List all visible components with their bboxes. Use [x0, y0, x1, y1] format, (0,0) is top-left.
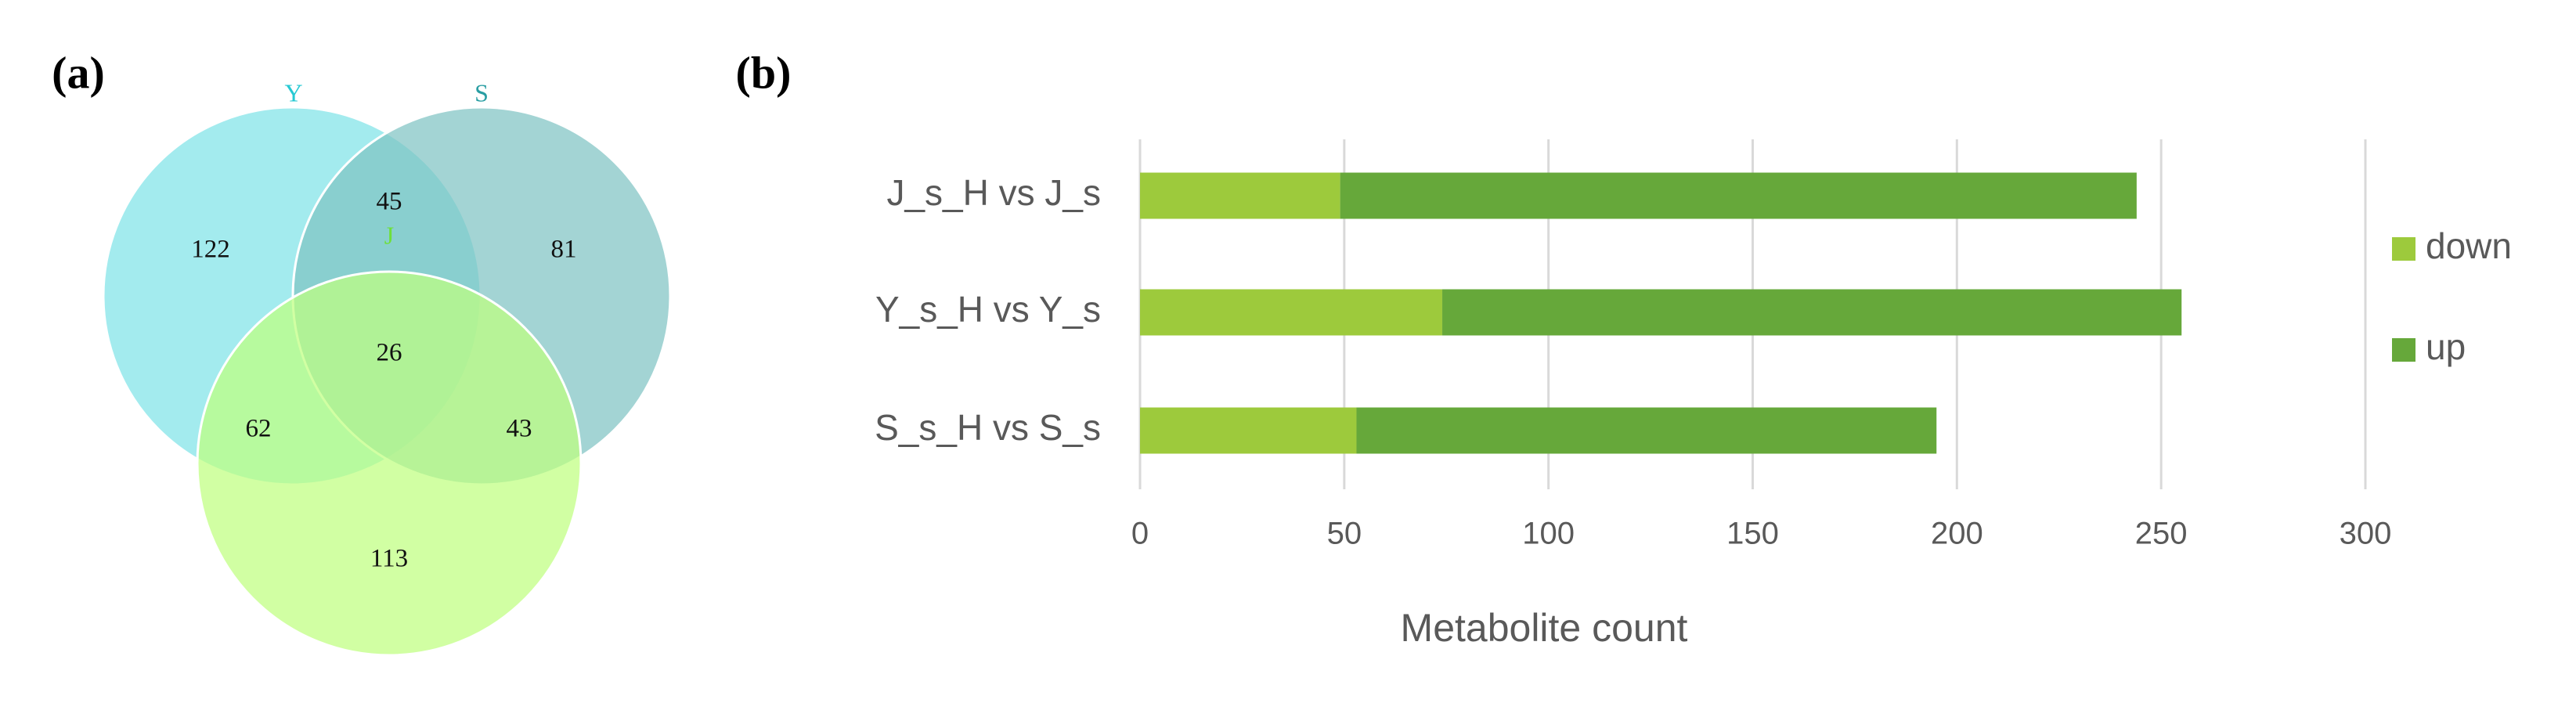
- venn-set: [196, 270, 583, 657]
- region-count: 45: [377, 188, 402, 216]
- x-tick-label: 100: [1522, 517, 1575, 551]
- bar-segment: [1140, 289, 1443, 336]
- y-tick-label: S_s_H vs S_s: [875, 407, 1101, 448]
- region-count: 113: [370, 545, 408, 573]
- legend-label: down: [2426, 225, 2512, 266]
- bar-segment: [1340, 172, 2137, 219]
- x-tick-label: 250: [2135, 517, 2188, 551]
- region-count: 122: [191, 236, 230, 264]
- set-label: S: [474, 78, 489, 106]
- bar-segment: [1140, 407, 1357, 454]
- y-tick-label: Y_s_H vs Y_s: [875, 289, 1101, 330]
- y-tick-label: J_s_H vs J_s: [886, 172, 1101, 213]
- bar-segment: [1356, 407, 1937, 454]
- panel-label: (b): [736, 47, 792, 98]
- x-tick-label: 200: [1931, 517, 1983, 551]
- set-label: J: [384, 221, 394, 249]
- x-tick-label: 150: [1726, 517, 1779, 551]
- legend-label: up: [2426, 326, 2466, 367]
- region-count: 26: [377, 339, 402, 367]
- x-tick-label: 50: [1327, 517, 1362, 551]
- bar-segment: [1140, 172, 1340, 219]
- bar-segment: [1442, 289, 2182, 336]
- region-count: 62: [246, 415, 272, 443]
- legend-swatch: [2392, 338, 2415, 362]
- x-tick-label: 0: [1131, 517, 1149, 551]
- set-label: Y: [284, 78, 302, 106]
- region-count: 81: [551, 236, 577, 264]
- x-tick-label: 300: [2340, 517, 2392, 551]
- region-count: 43: [507, 415, 532, 443]
- panel-label: (a): [52, 47, 105, 98]
- x-axis-title: Metabolite count: [1401, 606, 1688, 650]
- legend-swatch: [2392, 237, 2415, 261]
